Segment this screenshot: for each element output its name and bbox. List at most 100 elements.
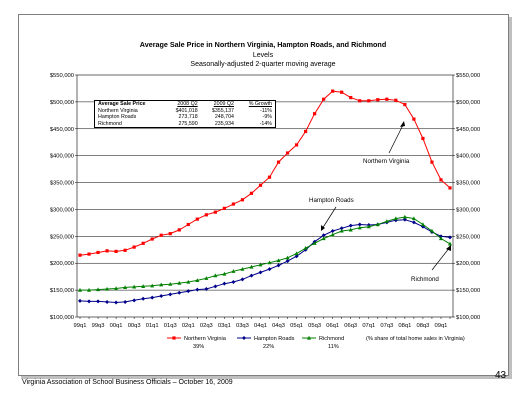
x-tick-label: 01q1: [146, 323, 159, 329]
table-cell: Hampton Roads: [98, 114, 137, 121]
data-point: [303, 245, 308, 250]
data-point: [412, 117, 416, 121]
x-tick-label: 04q3: [272, 323, 285, 329]
y-tick-label: $400,000: [456, 154, 480, 160]
data-point: [312, 241, 317, 245]
data-point: [267, 267, 272, 272]
data-point: [87, 252, 91, 256]
chart-subtitle: Seasonally-adjusted 2-quarter moving ave…: [190, 61, 335, 68]
annotation-arrow: [321, 206, 337, 230]
data-point: [177, 290, 182, 295]
annotation-arrowhead: [321, 225, 325, 231]
table-header: % Growth: [248, 101, 272, 107]
annotation-arrow: [431, 246, 451, 271]
data-point: [429, 228, 434, 233]
y-tick-label: $200,000: [50, 261, 74, 267]
data-point: [132, 298, 137, 303]
data-point: [141, 296, 146, 301]
table-header: 2009 Q2: [213, 101, 234, 107]
data-point: [339, 228, 344, 233]
data-point: [123, 248, 127, 252]
data-point: [267, 175, 272, 179]
table-cell: Northern Virginia: [98, 107, 138, 114]
data-point: [231, 280, 236, 285]
data-point: [366, 224, 371, 229]
x-tick-label: 06q1: [326, 323, 339, 329]
data-point: [159, 282, 164, 287]
data-point: [339, 226, 344, 231]
chart-title: Average Sale Price in Northern Virginia,…: [140, 40, 386, 49]
data-point: [195, 287, 200, 292]
x-tick-label: 00q3: [128, 323, 141, 329]
data-point: [78, 253, 82, 257]
data-point: [249, 264, 254, 269]
data-point: [276, 258, 281, 263]
annotation-label: Northern Virginia: [363, 158, 410, 165]
data-point: [403, 102, 407, 107]
data-point: [114, 300, 119, 305]
data-point: [168, 281, 173, 286]
table-cell: -9%: [262, 114, 272, 121]
data-point: [448, 186, 452, 190]
data-point: [78, 287, 82, 292]
data-point: [186, 279, 191, 284]
data-point: [78, 298, 82, 303]
annotation-label: Richmond: [411, 276, 439, 283]
data-point: [393, 216, 398, 221]
chart-subtitle: Levels: [253, 52, 274, 59]
data-point: [204, 287, 209, 292]
data-point: [222, 206, 226, 210]
data-point: [159, 233, 163, 237]
data-point: [375, 222, 380, 227]
data-point: [331, 89, 335, 93]
data-point: [222, 281, 227, 286]
y-tick-label: $350,000: [50, 181, 74, 187]
x-tick-label: 01q3: [164, 323, 177, 329]
summary-table: Average Sale Price 2008 Q2 2009 Q2 % Gro…: [94, 100, 276, 129]
data-point: [276, 263, 281, 268]
data-point: [141, 241, 145, 245]
data-point: [294, 143, 299, 147]
data-point: [294, 254, 299, 259]
data-point: [357, 225, 362, 230]
data-point: [213, 210, 217, 214]
legend-label: Richmond: [319, 336, 344, 342]
y-tick-label: $300,000: [456, 207, 480, 213]
table-row: Hampton Roads 273,718 248,704 -9%: [95, 114, 276, 121]
y-tick-label: $150,000: [456, 288, 480, 294]
data-point: [168, 232, 172, 236]
data-point: [172, 336, 176, 340]
data-point: [394, 98, 398, 102]
data-point: [367, 99, 371, 103]
data-point: [348, 223, 353, 228]
x-tick-label: 04q1: [254, 323, 267, 329]
data-point: [304, 129, 308, 134]
x-tick-label: 09q1: [435, 323, 448, 329]
data-point: [150, 295, 155, 300]
footer-text: Virginia Association of School Business …: [22, 379, 233, 386]
data-point: [448, 241, 452, 246]
table-cell: $401,018: [175, 107, 198, 114]
data-point: [384, 219, 389, 223]
data-point: [402, 217, 407, 222]
data-point: [330, 228, 335, 233]
data-point: [438, 236, 443, 241]
x-tick-label: 08q3: [416, 323, 429, 329]
data-point: [186, 289, 191, 294]
data-point: [123, 285, 128, 290]
data-point: [411, 220, 416, 225]
data-point: [376, 98, 380, 102]
x-tick-label: 07q1: [362, 323, 375, 329]
data-point: [307, 335, 311, 340]
annotation-arrow: [388, 122, 405, 154]
annotation-arrowhead: [400, 121, 405, 127]
data-point: [105, 286, 110, 291]
data-point: [242, 336, 246, 340]
legend-label: Northern Virginia: [184, 336, 227, 342]
data-point: [330, 232, 335, 237]
data-point: [313, 112, 317, 116]
data-point: [213, 273, 218, 278]
data-point: [448, 235, 452, 240]
series-line-2: [80, 216, 451, 291]
legend-share: 39%: [193, 344, 204, 350]
